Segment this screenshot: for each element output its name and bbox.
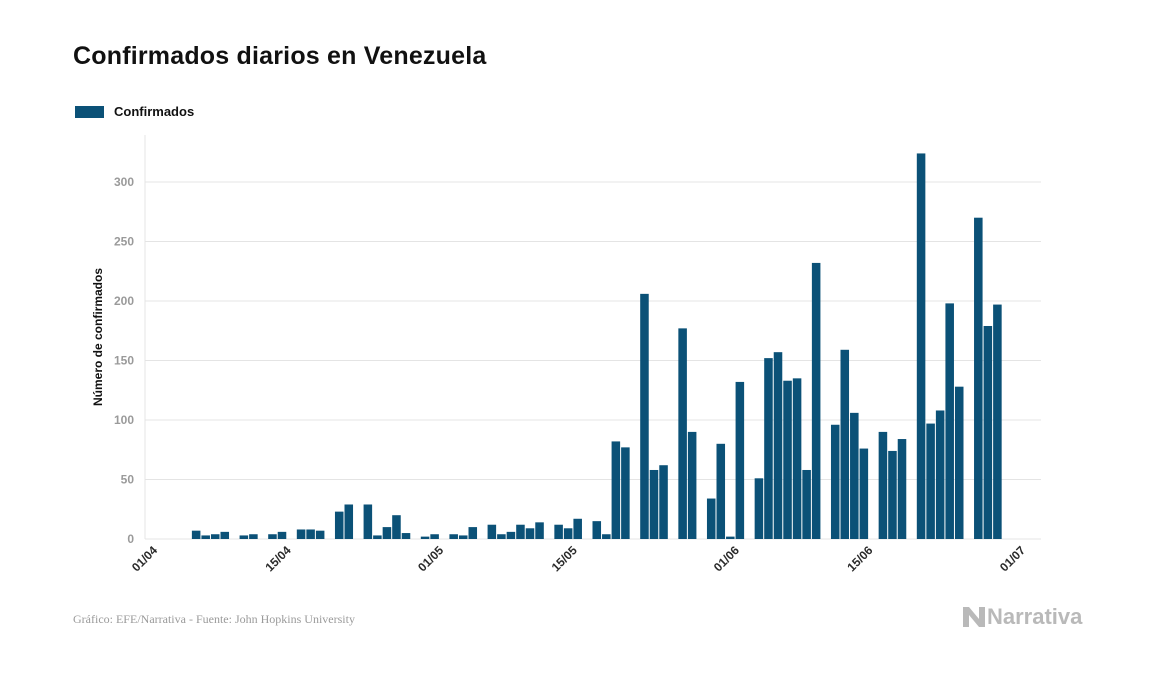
bar	[306, 529, 315, 539]
bar	[458, 535, 468, 539]
bar	[706, 498, 716, 539]
y-axis-label: Número de confirmados	[91, 268, 105, 406]
x-tick-label: 15/06	[844, 543, 875, 574]
y-tick-label: 150	[114, 354, 134, 368]
x-tick-label: 01/07	[997, 543, 1028, 574]
bar	[726, 536, 735, 539]
bar	[420, 536, 430, 539]
bar	[497, 534, 506, 539]
bar	[315, 530, 325, 539]
bar	[277, 531, 287, 539]
bar	[916, 153, 926, 539]
bar	[611, 441, 621, 539]
bar	[430, 534, 439, 539]
bar	[554, 524, 563, 539]
bar	[487, 524, 497, 539]
bar	[735, 381, 745, 539]
bar	[334, 511, 344, 539]
bar	[764, 358, 773, 539]
y-tick-label: 50	[121, 473, 135, 487]
brand-name: Narrativa	[987, 604, 1083, 629]
legend-swatch	[75, 105, 104, 118]
bar	[773, 352, 783, 539]
bar	[210, 534, 220, 539]
bar	[573, 518, 582, 539]
bar	[792, 378, 802, 539]
bar	[716, 443, 726, 539]
bar	[525, 528, 535, 539]
source-credit: Gráfico: EFE/Narrativa - Fuente: John Ho…	[73, 612, 355, 626]
x-tick-label: 01/05	[415, 543, 446, 574]
bar	[220, 531, 230, 539]
y-tick-label: 200	[114, 294, 134, 308]
bar	[373, 535, 382, 539]
bar	[649, 469, 659, 539]
bar	[268, 534, 277, 539]
bar	[754, 478, 764, 539]
legend: Confirmados	[75, 104, 194, 119]
bar	[850, 412, 859, 539]
bar	[602, 534, 611, 539]
y-tick-label: 300	[114, 175, 134, 189]
bar	[621, 447, 630, 539]
bar	[640, 293, 649, 539]
x-tick-label: 01/04	[129, 543, 160, 574]
bar	[592, 521, 602, 539]
bar	[945, 303, 954, 539]
narrativa-logo-icon	[963, 607, 985, 627]
bar	[516, 524, 525, 539]
bar	[811, 262, 821, 539]
bar	[878, 431, 888, 539]
bar	[783, 380, 792, 539]
bar	[983, 325, 993, 539]
x-tick-label: 15/04	[263, 543, 294, 574]
bar	[201, 535, 210, 539]
bar	[802, 469, 811, 539]
bar	[191, 530, 201, 539]
x-tick-label: 15/05	[549, 543, 580, 574]
legend-label-confirmados: Confirmados	[114, 104, 195, 119]
bar	[897, 439, 907, 539]
brand-logo: Narrativa	[963, 604, 1082, 630]
bar	[563, 528, 573, 539]
bar	[926, 423, 935, 539]
bar	[888, 450, 897, 539]
bar	[678, 328, 687, 539]
chart-title: Confirmados diarios en Venezuela	[73, 42, 487, 70]
bar	[344, 504, 354, 539]
bar	[954, 386, 964, 539]
y-tick-label: 250	[114, 235, 134, 249]
bar	[830, 424, 840, 539]
bar	[449, 534, 458, 539]
bar	[296, 529, 306, 539]
y-tick-label: 100	[114, 413, 134, 427]
bar	[659, 465, 668, 539]
bar	[401, 533, 411, 539]
bar	[363, 504, 373, 539]
bar	[392, 515, 401, 539]
bar	[249, 534, 258, 539]
bar	[974, 217, 983, 539]
bar	[687, 431, 697, 539]
y-tick-label: 0	[127, 532, 134, 546]
bar	[468, 527, 478, 539]
bar	[993, 304, 1002, 539]
bar	[535, 522, 544, 539]
bar	[382, 527, 392, 539]
bar	[935, 410, 945, 539]
bar	[239, 535, 249, 539]
x-tick-label: 01/06	[711, 543, 742, 574]
bar	[506, 531, 516, 539]
bar	[840, 349, 850, 539]
bar	[859, 448, 869, 539]
